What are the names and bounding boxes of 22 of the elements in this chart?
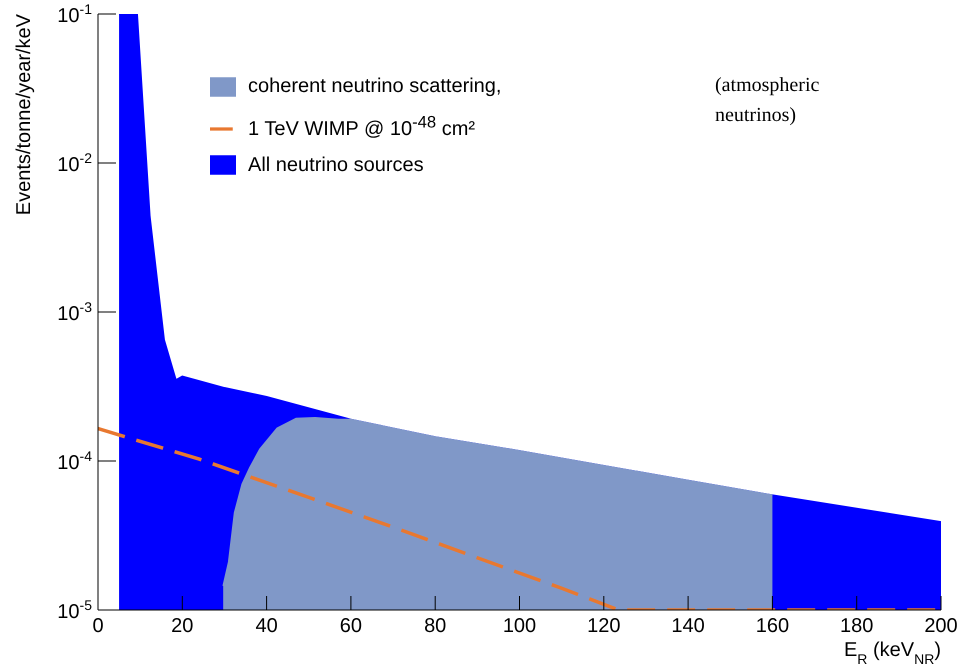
y-axis-title: Events/tonne/year/keV	[13, 13, 35, 216]
x-axis-title: E$_{R}$ (keV$_{NR}$)	[844, 639, 941, 667]
x-tick-label: 100	[502, 615, 536, 637]
x-tick-label: 120	[587, 615, 620, 637]
y-tick-label: 10$^{-5}$	[57, 597, 92, 623]
y-tick-label: 10$^{-2}$	[57, 150, 92, 176]
legend-label: 1 TeV WIMP @ 10$^{-48}$ cm²	[248, 112, 476, 140]
legend-label: coherent neutrino scattering,	[248, 75, 502, 97]
y-tick-label: 10$^{-3}$	[57, 299, 92, 325]
x-tick-label: 140	[671, 615, 705, 637]
x-tick-label: 40	[255, 615, 278, 637]
annotation: (atmospheric neutrinos)	[715, 73, 820, 128]
legend-label: All neutrino sources	[248, 154, 424, 176]
x-tick-label: 160	[756, 615, 790, 637]
x-tick-label: 80	[424, 615, 446, 637]
y-tick-label: 10$^{-4}$	[57, 448, 92, 474]
y-tick-label: 10$^{-1}$	[57, 1, 92, 27]
x-tick-label: 20	[171, 615, 194, 637]
x-tick-label: 180	[840, 615, 874, 637]
x-tick-label: 200	[924, 615, 958, 637]
x-tick-label: 0	[92, 615, 104, 637]
x-tick-label: 60	[340, 615, 362, 637]
